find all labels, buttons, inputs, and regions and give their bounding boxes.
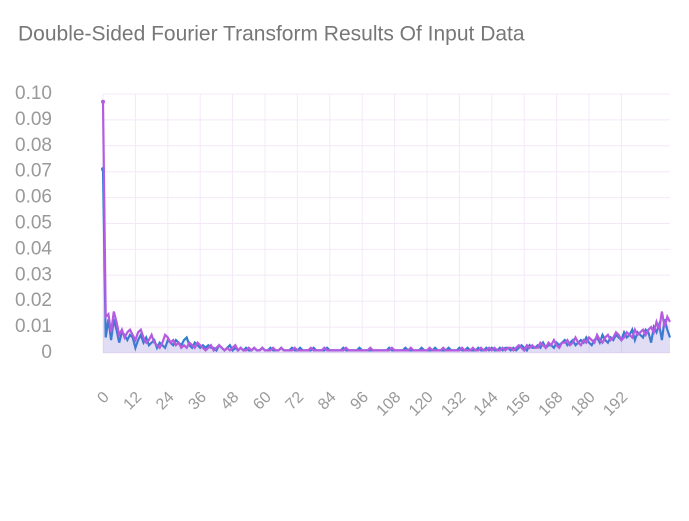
x-tick-label: 24 — [153, 389, 178, 414]
x-tick-label: 84 — [315, 389, 340, 414]
area — [103, 169, 670, 353]
chart-title: Double-Sided Fourier Transform Results O… — [18, 23, 525, 46]
x-tick-label: 144 — [471, 389, 502, 420]
x-tick-label: 36 — [185, 389, 210, 414]
y-tick-label: 0 — [41, 342, 52, 363]
y-tick-label: 0.03 — [15, 264, 52, 285]
x-tick-label: 180 — [568, 389, 599, 420]
point — [101, 99, 105, 104]
x-tick-label: 60 — [250, 389, 275, 414]
x-tick-label: 156 — [503, 389, 534, 420]
x-tick-label: 0 — [94, 389, 112, 407]
y-tick-label: 0.01 — [15, 316, 52, 337]
line — [101, 101, 671, 353]
x-tick-label: 168 — [536, 389, 567, 420]
y-tick-label: 0.02 — [15, 290, 52, 311]
line — [101, 169, 672, 353]
y-tick-label: 0.04 — [15, 238, 52, 259]
y-tick-label: 0.09 — [15, 109, 52, 130]
y-tick-label: 0.07 — [15, 161, 52, 182]
x-tick-label: 12 — [121, 389, 146, 414]
x-tick-label: 192 — [600, 389, 631, 420]
y-tick-label: 0.10 — [15, 83, 52, 104]
x-tick-label: 96 — [347, 389, 372, 414]
y-tick-label: 0.08 — [15, 135, 52, 156]
x-tick-label: 120 — [406, 389, 437, 420]
y-tick-label: 0.06 — [15, 187, 52, 208]
x-tick-label: 108 — [374, 389, 405, 420]
y-tick-label: 0.05 — [15, 213, 52, 234]
x-tick-label: 72 — [283, 389, 308, 414]
x-tick-label: 48 — [218, 389, 243, 414]
x-tick-label: 132 — [438, 389, 469, 420]
area — [103, 101, 670, 354]
